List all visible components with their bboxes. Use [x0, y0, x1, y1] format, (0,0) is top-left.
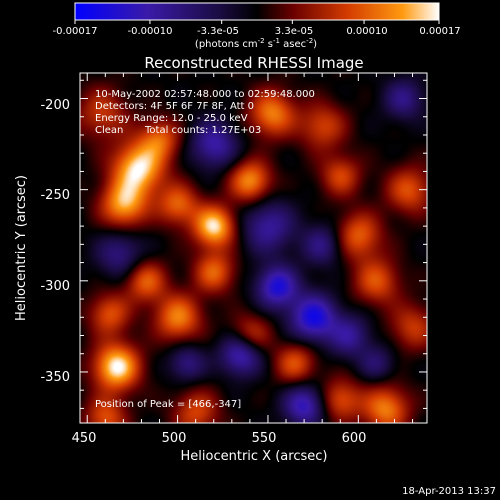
colorbar-unit-sup: -1 — [273, 37, 280, 45]
colorbar-tick-label: 3.3e-05 — [275, 26, 313, 37]
annotation-energy: Energy Range: 12.0 - 25.0 keV — [95, 113, 248, 124]
x-tick-label: 550 — [252, 431, 277, 446]
colorbar-unit-text: s — [265, 39, 273, 50]
colorbar-unit-text: (photons cm — [195, 39, 258, 50]
heatmap-area — [80, 73, 427, 423]
colorbar-unit-sup: -2 — [306, 37, 313, 45]
x-axis-label: Heliocentric X (arcsec) — [181, 449, 328, 464]
annotations: 10-May-2002 02:57:48.000 to 02:59:48.000… — [95, 89, 315, 410]
colorbar-ticks — [74, 20, 440, 24]
y-tick-label: -350 — [40, 370, 70, 385]
annotation-total-counts: Total counts: 1.27E+03 — [144, 125, 261, 136]
annotation-clean: Clean — [95, 125, 123, 136]
y-tick-label: -250 — [40, 188, 70, 203]
x-tick-label: 450 — [72, 431, 97, 446]
heatmap-canvas — [80, 73, 427, 423]
colorbar-gradient — [74, 2, 440, 21]
colorbar-tick-label: -3.3e-05 — [197, 26, 239, 37]
colorbar-unit-text: ) — [313, 39, 317, 50]
chart-title: Reconstructed RHESSI Image — [144, 54, 363, 72]
y-tick-label: -200 — [40, 98, 70, 113]
annotation-peak: Position of Peak = [466,-347] — [95, 399, 241, 410]
x-tick-label: 600 — [342, 431, 367, 446]
y-axis-label: Heliocentric Y (arcsec) — [14, 175, 29, 321]
colorbar-tick-label: -0.00017 — [53, 26, 98, 37]
colorbar: -0.00017 -0.00010 -3.3e-05 3.3e-05 0.000… — [53, 2, 461, 50]
y-tick-label: -300 — [40, 279, 70, 294]
x-tick-label: 500 — [162, 431, 187, 446]
timestamp: 18-Apr-2013 13:37 — [402, 486, 496, 497]
annotation-detectors: Detectors: 4F 5F 6F 7F 8F, Att 0 — [95, 101, 254, 112]
colorbar-tick-label: 0.00010 — [346, 26, 387, 37]
annotation-time-range: 10-May-2002 02:57:48.000 to 02:59:48.000 — [95, 89, 315, 100]
colorbar-tick-label: -0.00010 — [128, 26, 173, 37]
colorbar-unit-text: asec — [280, 39, 306, 50]
axis-ticks — [80, 73, 427, 423]
plot-frame — [79, 72, 428, 424]
colorbar-tick-label: 0.00017 — [419, 26, 460, 37]
colorbar-unit-sup: -2 — [258, 37, 265, 45]
colorbar-unit-label: (photons cm-2 s-1 asec-2) — [195, 37, 317, 50]
